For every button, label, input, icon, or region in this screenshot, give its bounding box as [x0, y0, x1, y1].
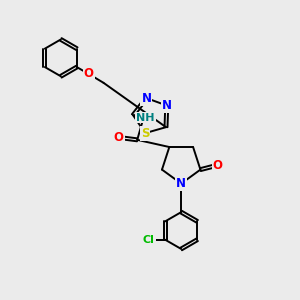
- Text: S: S: [141, 127, 149, 140]
- Text: N: N: [162, 99, 172, 112]
- Text: Cl: Cl: [143, 235, 155, 245]
- Text: N: N: [141, 92, 152, 105]
- Text: NH: NH: [136, 112, 155, 123]
- Text: O: O: [213, 159, 223, 172]
- Text: N: N: [176, 177, 186, 190]
- Text: O: O: [114, 131, 124, 144]
- Text: O: O: [84, 68, 94, 80]
